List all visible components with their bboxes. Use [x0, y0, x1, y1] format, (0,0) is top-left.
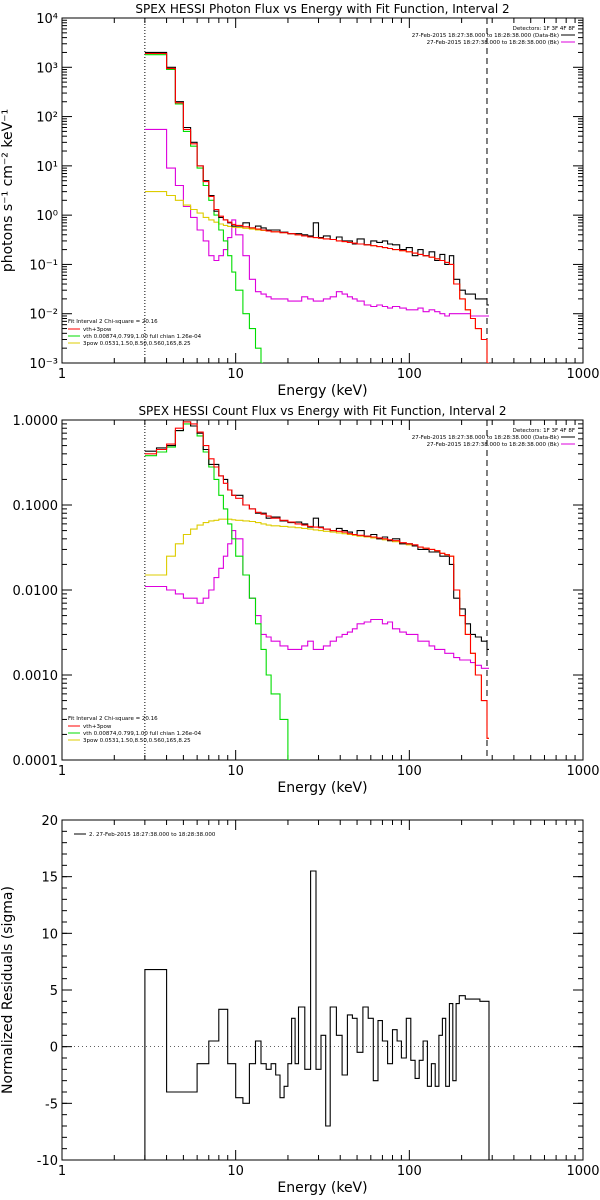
x-tick-label: 1: [58, 367, 66, 382]
x-tick-label: 1: [58, 764, 66, 779]
legend-top-right-entry: 27-Feb-2015 18:27:38.000 to 18:28:38.000…: [412, 435, 559, 441]
y-tick-label: 10⁰: [36, 209, 58, 224]
y-tick-label: 0.0010: [13, 669, 59, 684]
legend-top-right-entry: 27-Feb-2015 18:27:38.000 to 18:28:38.000…: [412, 33, 559, 39]
legend-fit-entry: 3pow 0.0531,1.50,8.50,0.560,165,8.25: [83, 738, 191, 744]
y-tick-label: 10⁻²: [29, 308, 58, 323]
legend-top-right-entry: 27-Feb-2015 18:27:38.000 to 18:28:38.000…: [427, 40, 559, 46]
panel-3: 1 10 100 1000 -10 -5 0 5 10 15 20 Energy (keV) Norma…: [0, 814, 600, 1196]
y-tick-label: 10: [41, 927, 58, 942]
y-tick-label: 10²: [36, 111, 58, 126]
legend-fit-header: Fit Interval 2 Chi-square = 20.16: [68, 319, 158, 325]
chart-title: SPEX HESSI Photon Flux vs Energy with Fi…: [135, 2, 509, 16]
plot-area: [144, 870, 490, 1160]
y-tick-label: 10³: [36, 61, 58, 76]
x-tick-label: 100: [397, 764, 422, 779]
y-tick-label: 0.1000: [13, 499, 59, 514]
x-tick-label: 100: [397, 367, 422, 382]
y-tick-label: 1.0000: [13, 414, 59, 429]
x-tick-label: 1000: [566, 367, 599, 382]
legend-top-right-entry: Detectors: 1F 3F 4F 8F: [513, 428, 575, 434]
y-tick-label: -10: [37, 1154, 58, 1169]
legend-fit-entry: vth+3pow: [83, 724, 112, 730]
x-axis-title: Energy (keV): [277, 383, 367, 399]
panel-1: SPEX HESSI Photon Flux vs Energy with Fi…: [0, 2, 600, 399]
series-vth-3pow: [144, 421, 489, 739]
x-tick-label: 1000: [566, 1164, 599, 1179]
x-tick-label: 10: [227, 1164, 244, 1179]
y-axis-title: photons s⁻¹ cm⁻² keV⁻¹: [0, 109, 16, 272]
legend-top-right-entry: 27-Feb-2015 18:27:38.000 to 18:28:38.000…: [427, 442, 559, 448]
legend-entry: 2. 27-Feb-2015 18:27:38.000 to 18:28:38.…: [89, 832, 216, 838]
y-tick-label: 5: [50, 984, 58, 999]
y-tick-label: 10⁻¹: [29, 258, 58, 273]
series-bk: [144, 530, 489, 669]
legend-fit-entry: 3pow 0.0531,1.50,8.50,0.560,165,8.25: [83, 341, 191, 347]
legend-fit-entry: vth+3pow: [83, 327, 112, 333]
x-tick-label: 10: [227, 367, 244, 382]
legend-top-right-entry: Detectors: 1F 3F 4F 8F: [513, 26, 575, 32]
chart-title: SPEX HESSI Count Flux vs Energy with Fit…: [138, 404, 506, 418]
plot-area: [144, 51, 489, 363]
x-axis-title: Energy (keV): [277, 780, 367, 796]
y-tick-label: 0: [50, 1041, 58, 1056]
x-axis-title: Energy (keV): [277, 1180, 367, 1196]
y-tick-label: 10⁻³: [29, 357, 58, 372]
x-tick-label: 10: [227, 764, 244, 779]
x-tick-label: 1000: [566, 764, 599, 779]
plot-area: [144, 421, 489, 760]
panel-2: SPEX HESSI Count Flux vs Energy with Fit…: [13, 404, 600, 796]
series-vth-3pow: [144, 52, 489, 363]
series-bk: [144, 128, 489, 317]
plot-frame: [61, 17, 584, 364]
y-tick-label: 0.0100: [13, 584, 59, 599]
y-tick-label: -5: [45, 1097, 58, 1112]
legend-fit-entry: vth 0.00874,0.799,1.00 full chian 1.26e-…: [83, 731, 202, 737]
y-tick-label: 15: [41, 871, 58, 886]
y-tick-label: 10¹: [36, 160, 58, 175]
legend-fit-header: Fit Interval 2 Chi-square = 20.16: [68, 716, 158, 722]
y-tick-label: 10⁴: [36, 12, 58, 27]
x-tick-label: 1: [58, 1164, 66, 1179]
y-axis-title: Normalized Residuals (sigma): [0, 886, 16, 1094]
y-tick-label: 0.0001: [13, 754, 59, 769]
legend-fit-entry: vth 0.00874,0.799,1.00 full chian 1.26e-…: [83, 334, 202, 340]
y-tick-label: 20: [41, 814, 58, 829]
x-tick-label: 100: [397, 1164, 422, 1179]
series-2-27-feb-2015-18-27-38-000-to-18-28-38-000: [144, 870, 490, 1160]
